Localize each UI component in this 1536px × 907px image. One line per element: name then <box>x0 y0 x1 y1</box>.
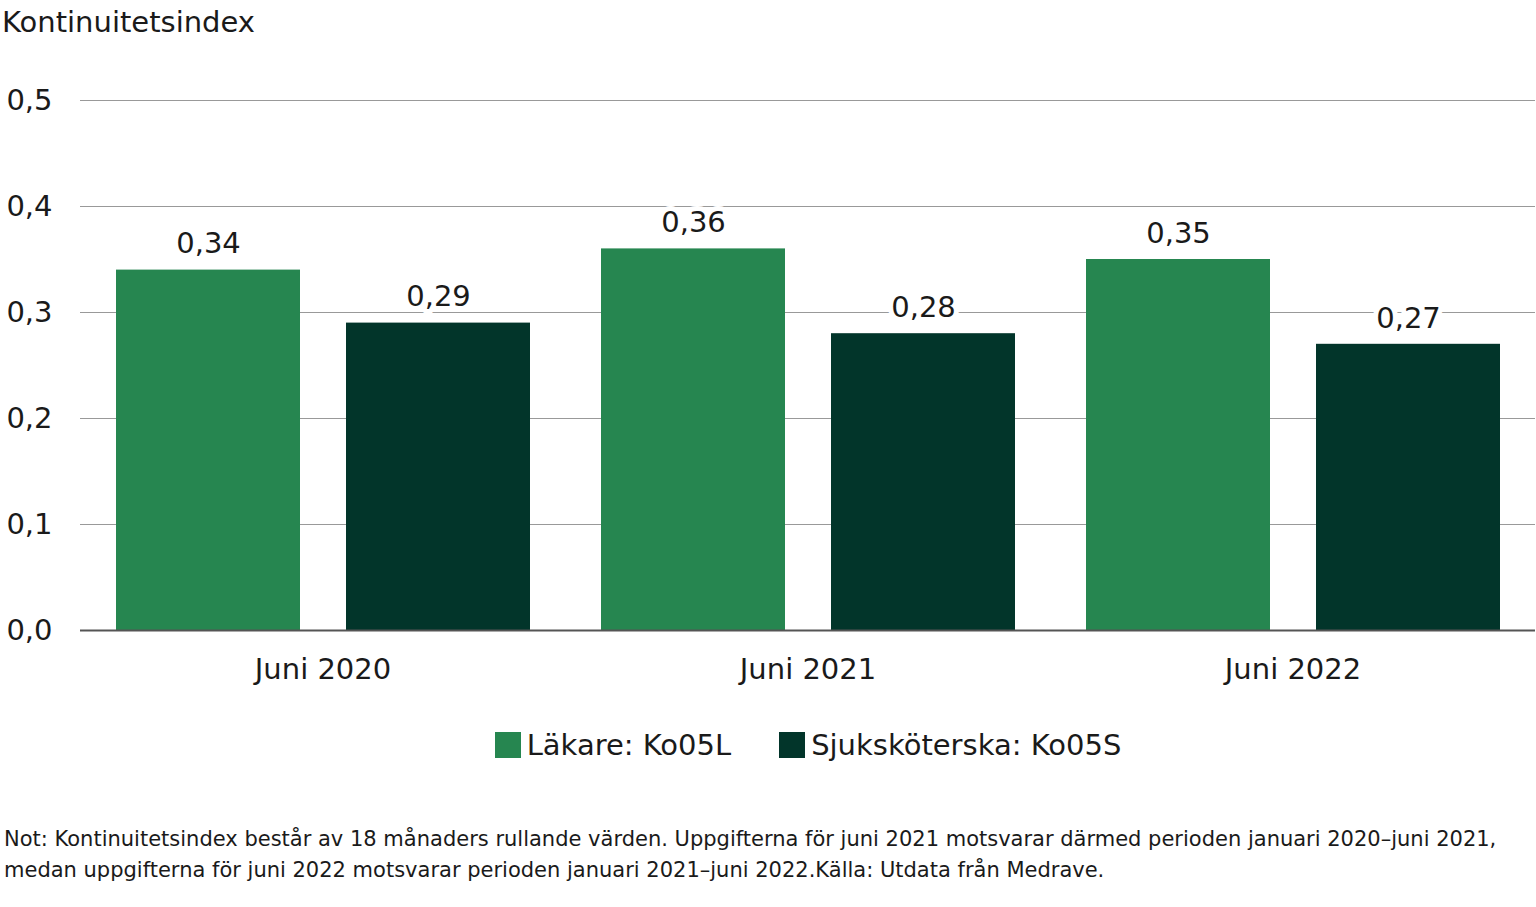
svg-text:Juni 2021: Juni 2021 <box>738 652 876 686</box>
svg-text:0,27: 0,27 <box>1376 301 1441 335</box>
svg-text:0,3: 0,3 <box>6 295 52 329</box>
svg-text:0,34: 0,34 <box>176 226 241 260</box>
html-text:Sjuksköterska: Ko05S: Sjuksköterska: Ko05S <box>811 728 1122 762</box>
svg-text:Juni 2022: Juni 2022 <box>1223 652 1361 686</box>
svg-text:Juni 2020: Juni 2020 <box>253 652 391 686</box>
html-text:Kontinuitetsindex: Kontinuitetsindex <box>2 5 255 39</box>
svg-text:0,28: 0,28 <box>891 290 956 324</box>
svg-text:0,2: 0,2 <box>6 401 52 435</box>
html-text:Läkare: Ko05L: Läkare: Ko05L <box>526 728 732 762</box>
svg-text:0,29: 0,29 <box>406 279 471 313</box>
html-text:Not: Kontinuitetsindex består: Not: Kontinuitetsindex består av 18 måna… <box>4 827 1497 882</box>
svg-text:0,35: 0,35 <box>1146 216 1211 250</box>
svg-text:0,4: 0,4 <box>6 189 52 223</box>
svg-text:0,5: 0,5 <box>6 83 52 117</box>
svg-text:0,0: 0,0 <box>6 613 52 647</box>
svg-text:0,1: 0,1 <box>6 507 52 541</box>
svg-text:0,36: 0,36 <box>661 205 726 239</box>
